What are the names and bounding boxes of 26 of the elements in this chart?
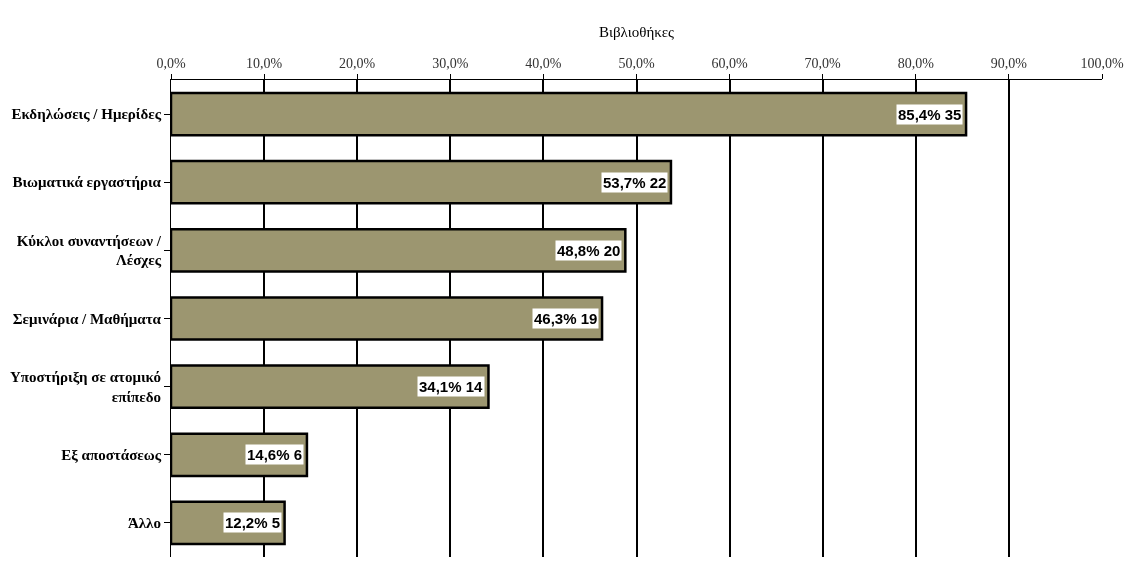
x-tick-label: 10,0% — [246, 56, 283, 72]
data-label: 14,6% 6 — [247, 446, 303, 463]
data-label: 53,7% 22 — [603, 174, 667, 191]
y-tick-label: Άλλο — [127, 515, 161, 532]
x-tick-label: 60,0% — [711, 56, 749, 72]
x-tick-label: 50,0% — [618, 56, 655, 72]
y-tick-label: Εκδηλώσεις / Ημερίδες — [11, 106, 162, 123]
data-label: 46,3% 19 — [534, 310, 598, 327]
x-tick-label: 40,0% — [525, 56, 562, 72]
x-tick-label: 100,0% — [1080, 56, 1124, 72]
data-label: 48,8% 20 — [557, 242, 621, 259]
y-tick-label: Βιωματικά εργαστήρια — [12, 174, 162, 191]
y-tick-label: Σεμινάρια / Μαθήματα — [12, 310, 162, 327]
x-tick-label: 70,0% — [804, 56, 842, 72]
y-tick-label: Υποστήριξη σε ατομικό επίπεδο — [9, 369, 161, 405]
x-tick-label: 80,0% — [897, 56, 935, 72]
x-tick-label: 20,0% — [339, 56, 376, 72]
data-label: 34,1% 14 — [419, 378, 484, 395]
x-tick-label: 0,0% — [156, 56, 186, 72]
y-tick-label: Κύκλοι συναντήσεων / Λέσχες — [16, 232, 162, 269]
y-tick-label: Εξ αποστάσεως — [61, 447, 162, 464]
x-tick-label: 30,0% — [432, 56, 469, 72]
data-label: 85,4% 35 — [898, 106, 962, 123]
x-tick-label: 90,0% — [990, 56, 1028, 72]
x-axis-title: Βιβλιοθήκες — [598, 23, 675, 40]
data-label: 12,2% 5 — [225, 514, 281, 531]
